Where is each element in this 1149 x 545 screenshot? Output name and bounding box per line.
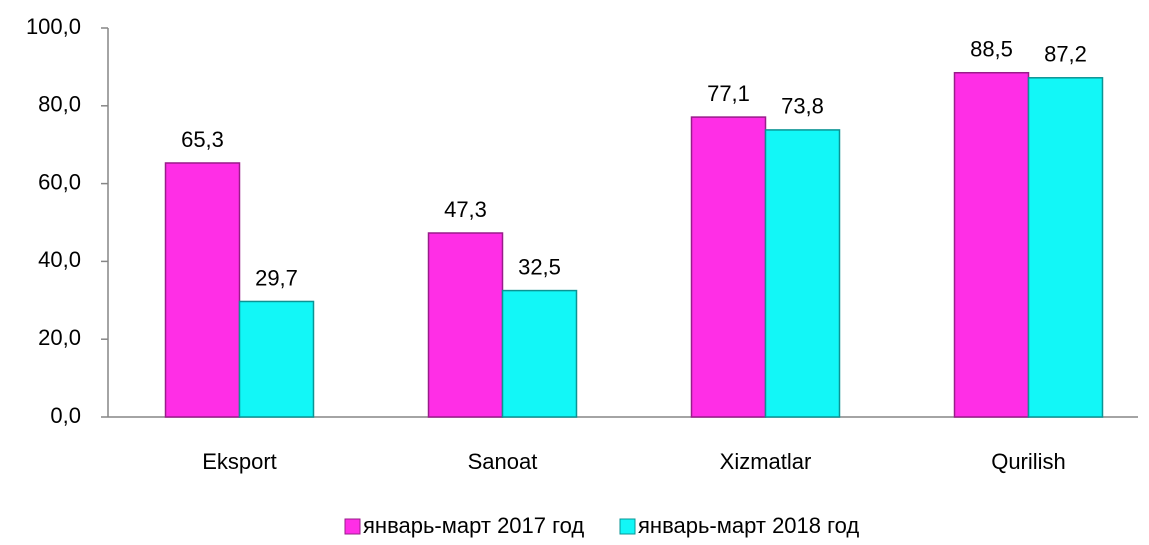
x-tick-label: Sanoat xyxy=(468,449,538,474)
y-tick-label: 40,0 xyxy=(38,247,81,272)
bar xyxy=(427,232,504,418)
legend-marker xyxy=(619,518,636,535)
x-tick-label: Qurilish xyxy=(991,449,1066,474)
bar xyxy=(164,162,241,418)
y-tick-label: 80,0 xyxy=(38,92,81,117)
legend-marker xyxy=(344,518,361,535)
y-tick-label: 20,0 xyxy=(38,325,81,350)
value-label: 73,8 xyxy=(781,94,824,119)
bar xyxy=(690,116,767,418)
x-tick-label: Eksport xyxy=(202,449,277,474)
value-label: 77,1 xyxy=(707,81,750,106)
bar xyxy=(501,289,578,418)
value-label: 32,5 xyxy=(518,254,561,279)
bar xyxy=(764,129,841,418)
value-label: 29,7 xyxy=(255,265,298,290)
value-label: 47,3 xyxy=(444,197,487,222)
value-label: 65,3 xyxy=(181,127,224,152)
bar xyxy=(953,71,1030,418)
x-tick-label: Xizmatlar xyxy=(720,449,812,474)
y-tick-label: 60,0 xyxy=(38,169,81,194)
y-tick-label: 100,0 xyxy=(26,14,81,39)
legend-label: январь-март 2017 год xyxy=(363,513,584,538)
bar xyxy=(1027,77,1104,418)
bar xyxy=(238,300,315,418)
value-label: 87,2 xyxy=(1044,42,1087,67)
value-label: 88,5 xyxy=(970,37,1013,62)
legend-label: январь-март 2018 год xyxy=(638,513,859,538)
y-tick-label: 0,0 xyxy=(50,403,81,428)
